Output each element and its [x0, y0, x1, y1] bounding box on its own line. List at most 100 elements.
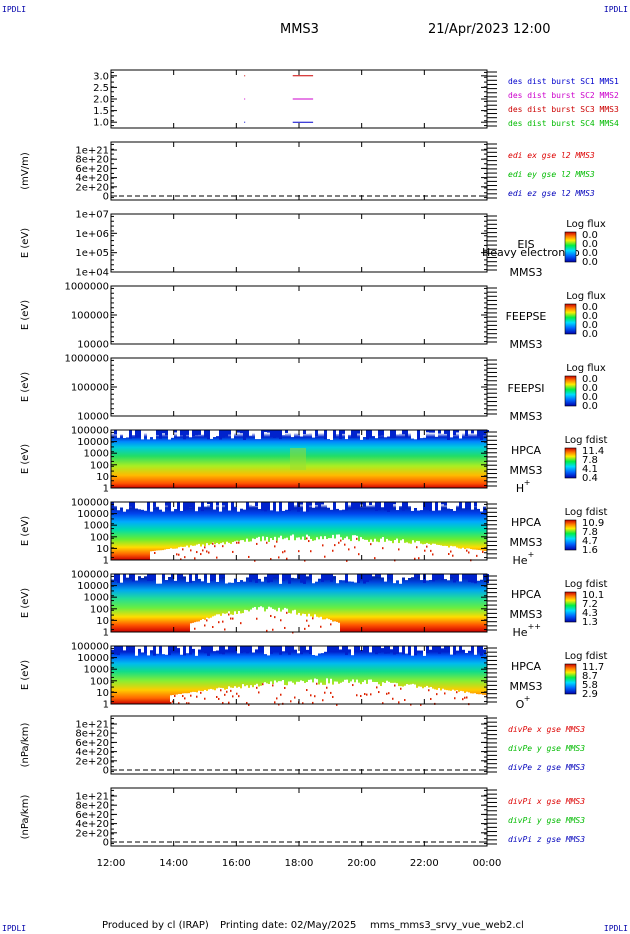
spectrogram-gap — [378, 684, 380, 704]
y-tick-label: 4e+20 — [75, 747, 109, 758]
spectrogram-gap — [424, 543, 426, 560]
spectrogram-noise — [252, 502, 255, 506]
spectrogram-speck — [394, 684, 396, 687]
spectrogram-noise — [204, 502, 207, 507]
spectrogram-noise — [276, 430, 279, 438]
spectrogram-noise — [480, 502, 483, 512]
spectrogram-gap — [478, 694, 480, 704]
spectrogram-speck — [258, 691, 260, 694]
spectrogram-speck — [196, 695, 198, 698]
spectrogram-noise — [291, 574, 294, 578]
spectrogram-gap — [474, 693, 476, 704]
spectrogram-gap — [210, 544, 212, 560]
spectrogram-gap — [332, 621, 334, 632]
spectrogram-gap — [252, 538, 254, 560]
spectrogram-noise — [468, 574, 471, 583]
spectrogram-noise — [378, 574, 381, 577]
spectrogram-noise — [324, 502, 327, 505]
spectrogram-gap — [408, 543, 410, 560]
spectrogram-noise — [411, 574, 414, 578]
spectrogram-speck — [202, 549, 204, 552]
spectrogram-noise — [129, 646, 132, 652]
spectrogram-gap — [400, 540, 402, 560]
spectrogram-noise — [432, 574, 435, 582]
spectrogram-gap — [474, 549, 476, 560]
legend-2: edi ey gse l2 MMS3 — [508, 170, 595, 179]
spectrogram-noise — [327, 646, 330, 650]
spectrogram-speck — [204, 697, 206, 700]
spectrogram-gap — [202, 544, 204, 560]
spectrogram-noise — [402, 430, 405, 435]
spectrogram-noise — [228, 502, 231, 511]
spectrogram-noise — [171, 502, 174, 512]
spectrogram-speck — [338, 541, 340, 544]
y-tick-label: 1e+05 — [75, 248, 109, 259]
spectrogram-noise — [378, 430, 381, 436]
spectrogram-noise — [330, 502, 333, 510]
spectrogram-noise — [474, 646, 477, 655]
spectrogram-noise — [453, 502, 456, 511]
spectrogram-gap — [190, 692, 192, 704]
spectrogram-noise — [246, 430, 249, 438]
y-tick-label: 100000 — [71, 383, 109, 394]
spectrogram-noise — [330, 574, 333, 582]
y-tick-label: 1000 — [84, 593, 109, 604]
y-tick-label: 1 — [103, 484, 109, 495]
spectrogram-noise — [174, 646, 177, 652]
spectrogram-gap — [190, 623, 192, 632]
spectrogram-gap — [258, 686, 260, 704]
spectrogram-noise — [459, 574, 462, 582]
spectrogram-noise — [228, 574, 231, 583]
spectrogram-noise — [168, 430, 171, 440]
spectrogram-gap — [420, 686, 422, 704]
spectrogram-gap — [276, 540, 278, 560]
spectrogram-noise — [477, 430, 480, 437]
spectrogram-noise — [396, 574, 399, 581]
spectrogram-speck — [284, 626, 286, 629]
spectrogram-gap — [318, 539, 320, 560]
spectrogram-gap — [414, 684, 416, 704]
spectrogram-noise — [315, 430, 318, 436]
spectrogram-noise — [225, 430, 228, 437]
spectrogram-speck — [154, 551, 156, 554]
spectrogram-gap — [230, 687, 232, 704]
spectrogram-gap — [202, 691, 204, 704]
spectrogram-gap — [182, 546, 184, 560]
spectrogram-noise — [333, 574, 336, 577]
spectrogram-gap — [396, 683, 398, 704]
spectrogram-noise — [369, 502, 372, 506]
spectrogram-noise — [201, 502, 204, 512]
spectrogram-gap — [300, 680, 302, 704]
spectrogram-gap — [236, 540, 238, 560]
spectrogram-noise — [441, 430, 444, 434]
colorbar-tick: 0.0 — [582, 248, 598, 259]
spectrogram-noise — [234, 574, 237, 579]
spectrogram-noise — [111, 430, 114, 433]
spectrogram-noise — [180, 430, 183, 436]
spectrogram-noise — [126, 430, 129, 438]
x-tick-label: 20:00 — [347, 858, 376, 869]
spectrogram-noise — [408, 646, 411, 655]
colorbar-tick: 7.8 — [582, 455, 598, 466]
spectrogram-gap — [434, 689, 436, 704]
spectrogram-gap — [416, 540, 418, 560]
spectrogram-noise — [468, 430, 471, 434]
spectrogram-gap — [422, 544, 424, 560]
spectrogram-noise — [243, 430, 246, 440]
spectrogram-speck — [358, 553, 360, 556]
spectrogram-speck — [232, 550, 234, 553]
spectrogram-gap — [434, 543, 436, 560]
spectrogram-noise — [417, 646, 420, 651]
spectrogram-noise — [450, 646, 453, 655]
spectrogram-noise — [435, 502, 438, 511]
spectrogram-gap — [180, 546, 182, 560]
spectrogram-noise — [273, 646, 276, 650]
spectrogram-noise — [456, 430, 459, 433]
spectrogram-speck — [476, 554, 478, 557]
spectrogram-noise — [195, 502, 198, 512]
instrument-label: HPCA — [511, 660, 542, 673]
spectrogram-gap — [284, 538, 286, 560]
spectrogram-noise — [381, 574, 384, 578]
